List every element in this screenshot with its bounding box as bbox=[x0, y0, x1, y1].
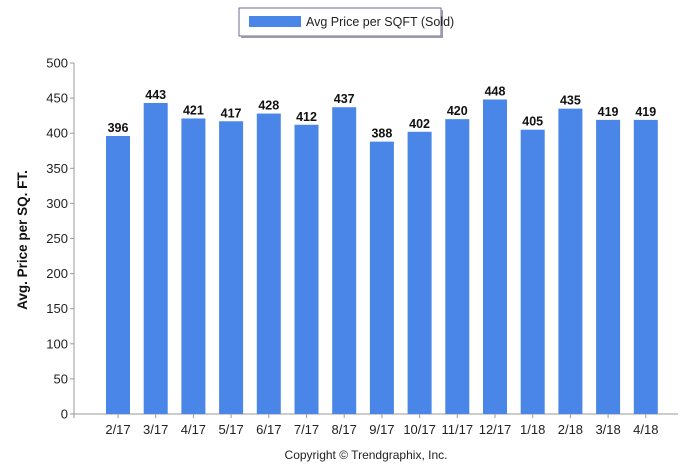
x-tick-label: 5/17 bbox=[218, 422, 243, 437]
bar bbox=[219, 121, 244, 415]
bar-value-label: 412 bbox=[296, 110, 317, 124]
y-tick-label: 200 bbox=[46, 266, 68, 281]
legend-swatch bbox=[249, 16, 301, 27]
bar-value-label: 443 bbox=[145, 88, 166, 102]
x-tick-label: 12/17 bbox=[479, 422, 512, 437]
x-tick-label: 3/17 bbox=[143, 422, 168, 437]
bar-value-label: 420 bbox=[447, 104, 468, 118]
bar bbox=[596, 119, 621, 414]
bar bbox=[332, 107, 357, 414]
bar-value-label: 435 bbox=[560, 94, 581, 108]
bar-value-label: 419 bbox=[635, 105, 656, 119]
bar-value-label: 421 bbox=[183, 103, 204, 117]
y-tick-label: 50 bbox=[54, 371, 68, 386]
bar bbox=[483, 99, 507, 414]
bar bbox=[294, 124, 319, 414]
y-axis-title: Avg. Price per SQ. FT. bbox=[15, 170, 30, 310]
x-tick-label: 8/17 bbox=[332, 422, 357, 437]
bar-value-label: 428 bbox=[258, 99, 279, 113]
x-tick-label: 2/18 bbox=[558, 422, 583, 437]
x-tick-label: 1/18 bbox=[520, 422, 545, 437]
x-tick-label: 7/17 bbox=[294, 422, 319, 437]
y-tick-label: 350 bbox=[46, 161, 68, 176]
bar bbox=[106, 136, 130, 414]
copyright-footer: Copyright © Trendgraphix, Inc. bbox=[285, 448, 448, 462]
bars: 396 443 421 417 428 412 437 388 402 420 448 405 435 4… bbox=[106, 85, 658, 415]
bar bbox=[369, 141, 394, 414]
y-tick-label: 150 bbox=[46, 301, 68, 316]
y-tick-label: 500 bbox=[46, 56, 68, 71]
x-tick-label: 3/18 bbox=[595, 422, 620, 437]
x-tick-label: 6/17 bbox=[256, 422, 281, 437]
x-tick-label: 10/17 bbox=[403, 422, 436, 437]
bar bbox=[445, 119, 470, 414]
bar-value-label: 419 bbox=[598, 105, 619, 119]
bar bbox=[520, 129, 545, 414]
x-axis-ticks: 2/17 3/17 4/17 5/17 6/17 7/17 8/17 9/17 10/17 11/… bbox=[105, 414, 658, 437]
bar bbox=[181, 118, 206, 414]
bar bbox=[407, 131, 432, 414]
legend-box-shadow-bottom bbox=[241, 36, 443, 38]
bar-value-label: 437 bbox=[334, 92, 355, 106]
y-axis-ticks: 0 50 100 150 200 250 300 350 400 450 500 bbox=[46, 56, 74, 422]
y-tick-label: 0 bbox=[61, 407, 68, 422]
bar-value-label: 402 bbox=[409, 117, 430, 131]
bar-value-label: 388 bbox=[371, 127, 392, 141]
y-tick-label: 250 bbox=[46, 231, 68, 246]
y-tick-label: 400 bbox=[46, 126, 68, 141]
x-tick-label: 11/17 bbox=[442, 422, 474, 437]
legend: Avg Price per SQFT (Sold) bbox=[238, 7, 454, 38]
bar bbox=[256, 113, 281, 414]
legend-label: Avg Price per SQFT (Sold) bbox=[306, 15, 454, 29]
bar-value-label: 396 bbox=[108, 121, 129, 135]
x-tick-label: 4/18 bbox=[633, 422, 658, 437]
bar-value-label: 448 bbox=[485, 85, 506, 99]
y-tick-label: 300 bbox=[46, 196, 68, 211]
y-tick-label: 450 bbox=[46, 91, 68, 106]
bar bbox=[633, 119, 658, 414]
x-tick-label: 9/17 bbox=[369, 422, 394, 437]
y-tick-label: 100 bbox=[46, 336, 68, 351]
x-tick-label: 4/17 bbox=[181, 422, 206, 437]
bar-value-label: 417 bbox=[221, 106, 242, 120]
bar bbox=[143, 103, 168, 414]
bar bbox=[558, 108, 583, 414]
x-tick-label: 2/17 bbox=[105, 422, 130, 437]
bar-value-label: 405 bbox=[522, 115, 543, 129]
legend-box-shadow bbox=[441, 10, 443, 38]
